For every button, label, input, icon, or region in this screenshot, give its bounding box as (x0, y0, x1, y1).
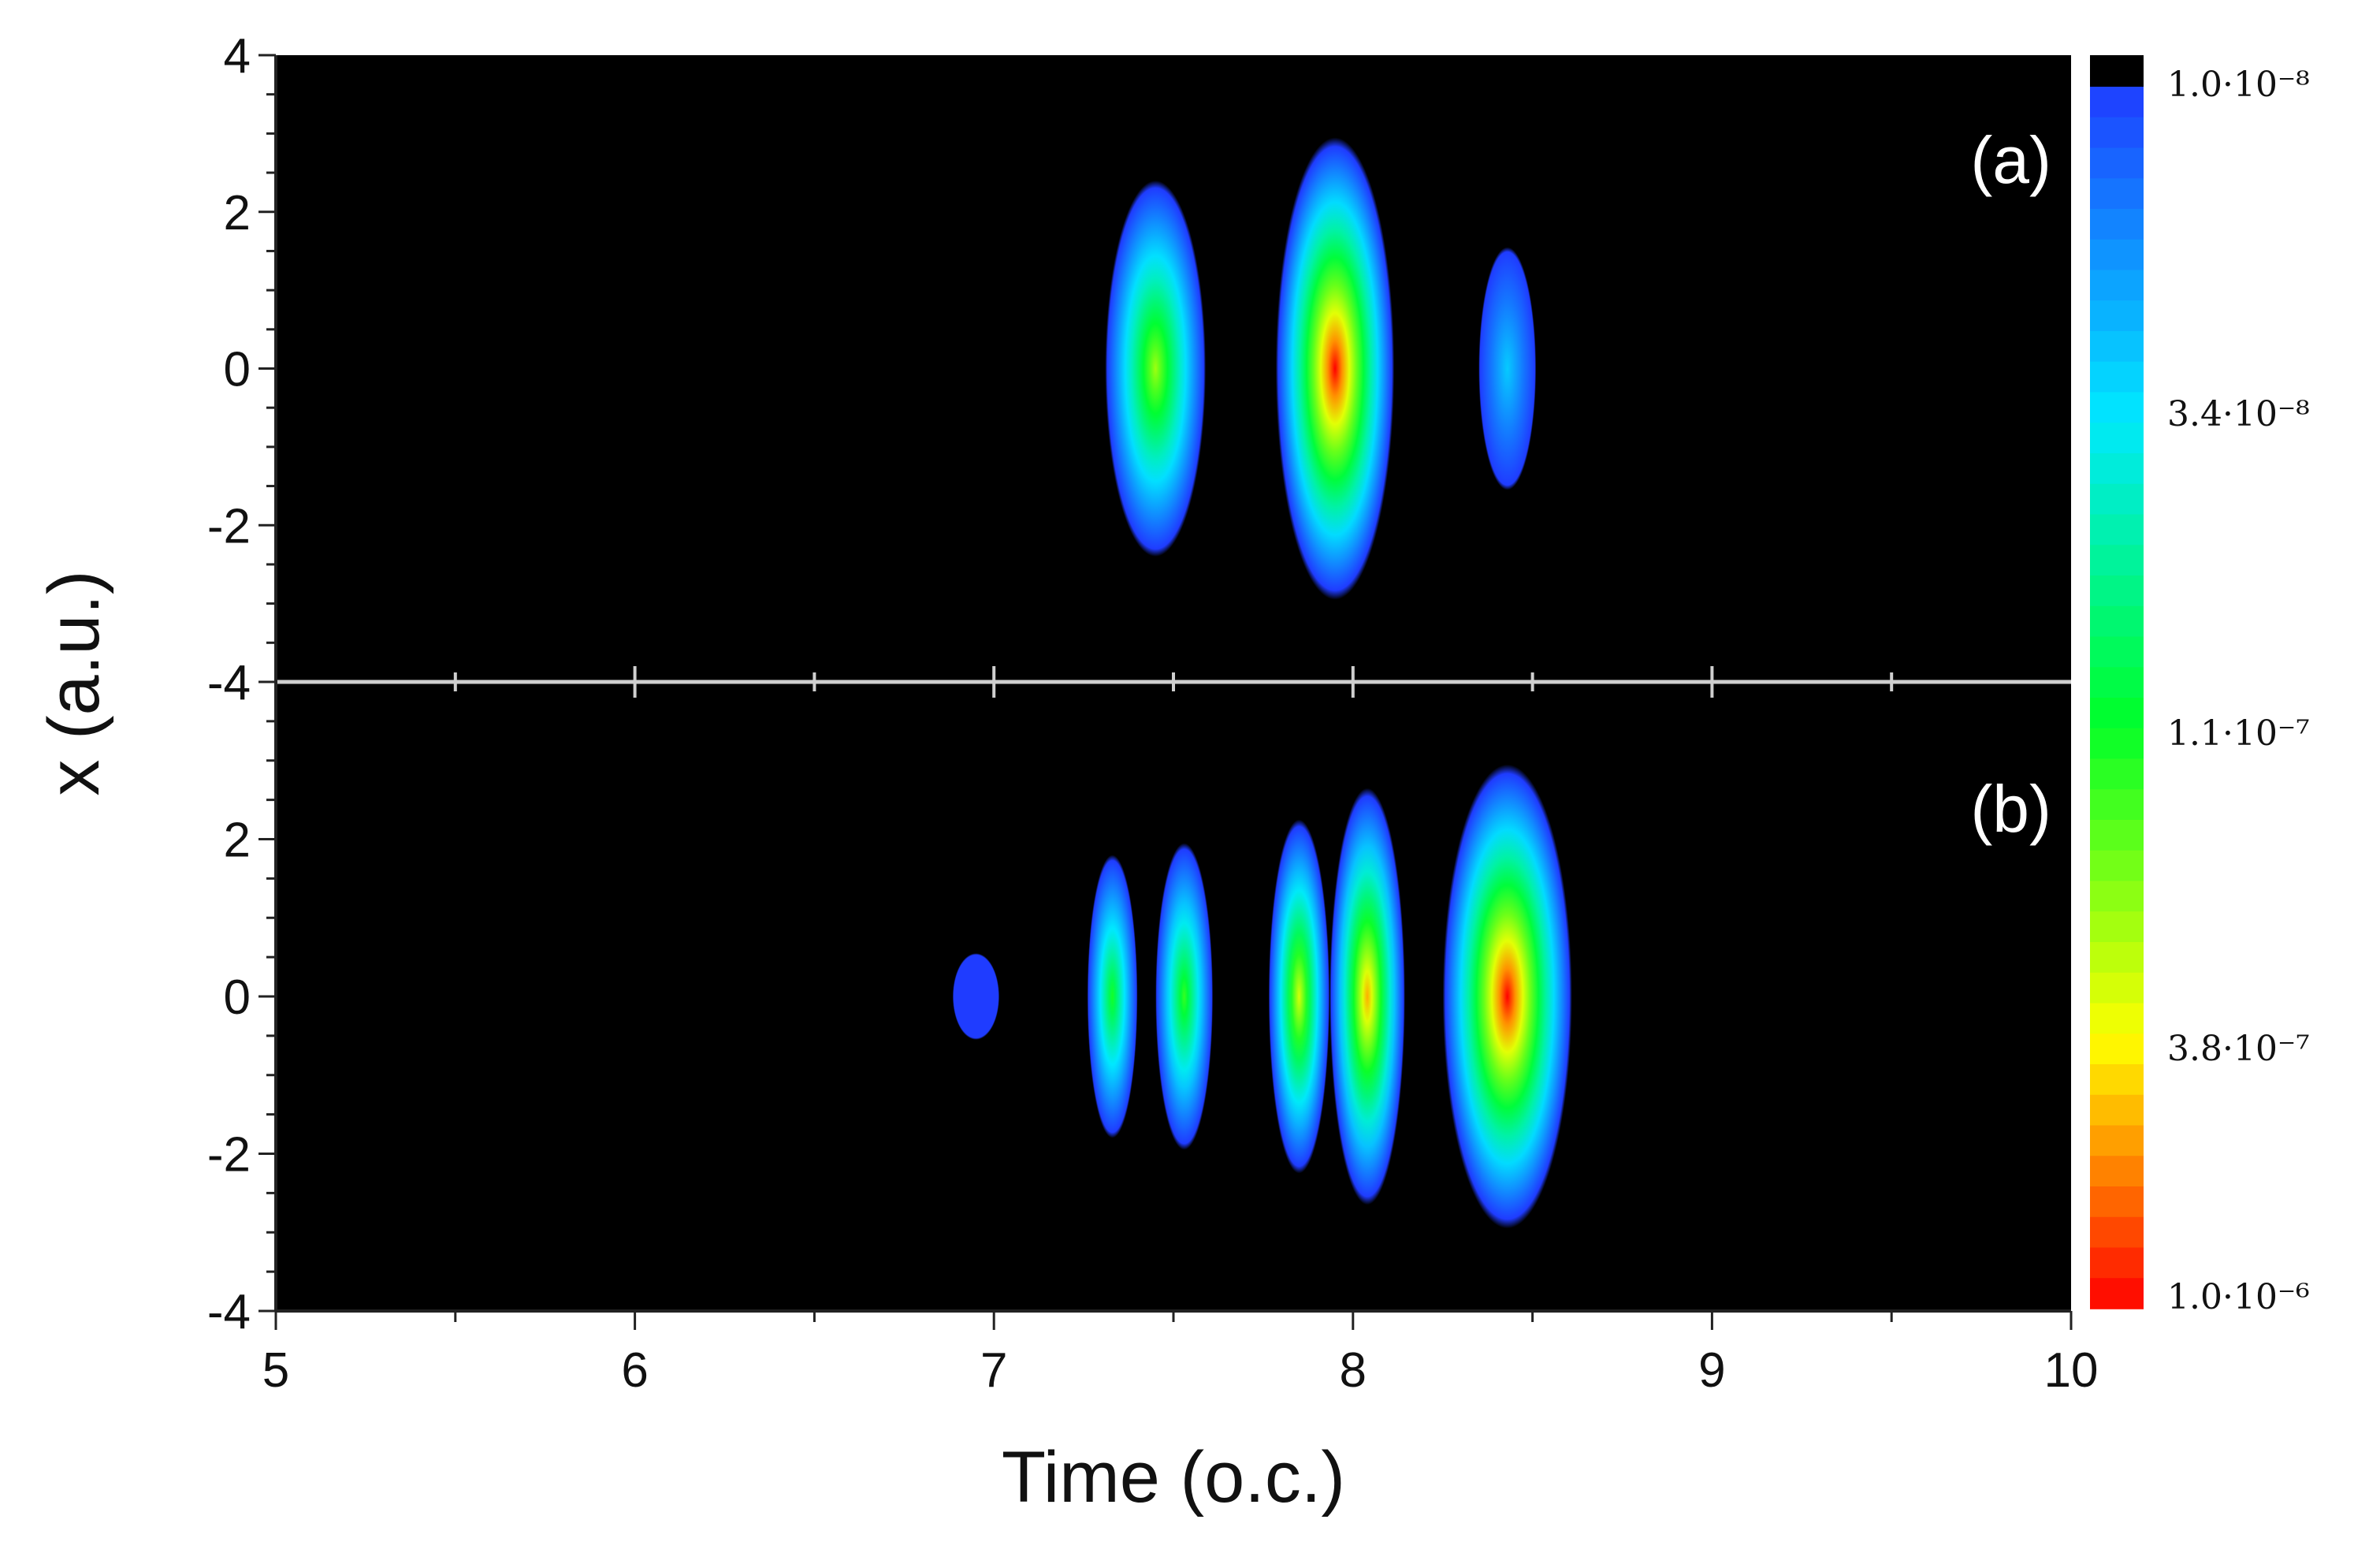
x-tick-label: 7 (980, 1343, 1007, 1398)
x-tick-label: 6 (621, 1343, 648, 1398)
x-tick-label: 10 (2044, 1343, 2099, 1398)
colorbar-band (2090, 820, 2144, 851)
blob-b-2 (1087, 855, 1138, 1138)
colorbar-label-2: 3.4·10⁻⁸ (2167, 394, 2310, 434)
blob-a-2 (1275, 137, 1395, 600)
colorbar-band (2090, 514, 2144, 546)
y-tick-label: -4 (207, 1285, 251, 1339)
colorbar-labels: 1.0·10⁻⁸ 3.4·10⁻⁸ 1.1·10⁻⁷ 3.8·10⁻⁷ 1.0·… (2167, 65, 2310, 1317)
colorbar-band (2090, 178, 2144, 210)
colorbar-band (2090, 1216, 2144, 1249)
colorbar-band (2090, 423, 2144, 454)
colorbar-label-3: 1.1·10⁻⁷ (2167, 713, 2310, 754)
colorbar-band (2090, 1094, 2144, 1127)
colorbar-band (2090, 1033, 2144, 1065)
y-tick-label: 0 (224, 343, 251, 397)
blob-b-1 (952, 953, 1000, 1040)
colorbar-band (2090, 209, 2144, 240)
colorbar-band (2090, 758, 2144, 791)
colorbar-band (2090, 575, 2144, 607)
y-tick-label: 0 (224, 970, 251, 1025)
colorbar-band (2090, 117, 2144, 149)
colorbar-band (2090, 850, 2144, 882)
colorbar-band (2090, 1186, 2144, 1218)
y-tick-label: -2 (207, 1128, 251, 1182)
panel-label-a: (a) (1970, 123, 2051, 197)
colorbar-band (2090, 972, 2144, 1004)
colorbar-band (2090, 605, 2144, 638)
colorbar-band (2090, 636, 2144, 668)
colorbar-band (2090, 911, 2144, 943)
x-tick-label: 5 (262, 1343, 289, 1398)
colorbar-band (2090, 1003, 2144, 1035)
x-axis-title: Time (o.c.) (1002, 1437, 1345, 1518)
colorbar-band (2090, 1125, 2144, 1157)
colorbar-band (2090, 300, 2144, 332)
colorbar-band (2090, 55, 2144, 87)
colorbar-band (2090, 361, 2144, 393)
colorbar-band (2090, 1247, 2144, 1279)
colorbar-band (2090, 728, 2144, 760)
colorbar-band (2090, 239, 2144, 271)
colorbar-band (2090, 270, 2144, 302)
y-tick-label: 4 (224, 656, 251, 710)
colorbar-band (2090, 942, 2144, 974)
colorbar-band (2090, 1064, 2144, 1096)
y-axis-title: x (a.u.) (34, 570, 114, 795)
y-tick-label: 4 (224, 29, 251, 84)
x-tick-label: 9 (1698, 1343, 1725, 1398)
blob-b-5 (1329, 788, 1405, 1205)
y-tick-label: -4 (207, 656, 251, 710)
colorbar-label-4: 3.8·10⁻⁷ (2167, 1029, 2310, 1069)
colorbar-band (2090, 1156, 2144, 1187)
colorbar-band (2090, 483, 2144, 516)
blob-b-6 (1442, 764, 1572, 1229)
blob-a-3 (1478, 247, 1537, 490)
colorbar-band (2090, 881, 2144, 913)
colorbar-band (2090, 331, 2144, 363)
blob-b-3 (1155, 843, 1214, 1150)
y-tick-label: -2 (207, 499, 251, 553)
colorbar-band (2090, 392, 2144, 424)
colorbar-band (2090, 789, 2144, 821)
colorbar-band (2090, 87, 2144, 118)
blob-b-4 (1268, 819, 1330, 1174)
blob-a-1 (1105, 181, 1207, 557)
y-tick-label: 2 (224, 814, 251, 868)
colorbar-band (2090, 147, 2144, 180)
colorbar-label-min: 1.0·10⁻⁸ (2167, 65, 2310, 105)
colorbar-band (2090, 698, 2144, 729)
colorbar-band (2090, 545, 2144, 576)
colorbar-band (2090, 453, 2144, 485)
y-tick-label: 2 (224, 186, 251, 240)
x-tick-label: 8 (1340, 1343, 1367, 1398)
panel-b-blobs (952, 764, 1572, 1229)
colorbar-band (2090, 667, 2144, 698)
colorbar-band (2090, 1278, 2144, 1309)
colorbar (2090, 55, 2144, 1309)
colorbar-label-max: 1.0·10⁻⁶ (2167, 1277, 2310, 1317)
panel-label-b: (b) (1970, 772, 2051, 846)
panel-a-blobs (1105, 137, 1537, 600)
